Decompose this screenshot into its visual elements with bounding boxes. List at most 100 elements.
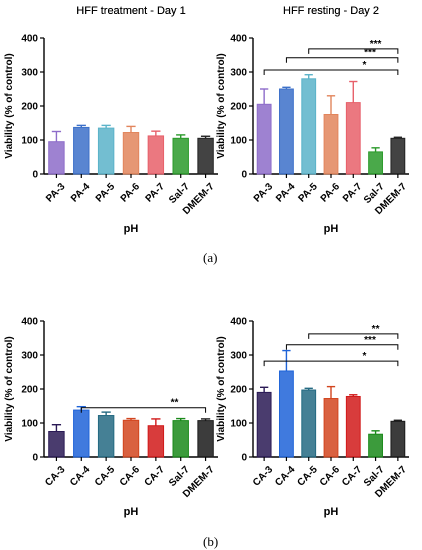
chart-title: HFF treatment - Day 1 (76, 5, 185, 17)
bar-ca-3 (48, 431, 65, 458)
y-tick-label: 100 (230, 136, 247, 147)
significance-bracket (80, 407, 207, 413)
bar-dmem-7 (197, 420, 214, 458)
x-tick-label: CA-6 (318, 464, 343, 489)
y-tick-label: 300 (230, 68, 247, 79)
bar-pa-3 (256, 103, 272, 175)
significance-label: * (362, 351, 366, 362)
y-tick-label: 100 (21, 136, 38, 147)
bar-pa-6 (122, 132, 140, 175)
significance-label: *** (364, 335, 376, 346)
y-axis-label: Viability (% of control) (4, 336, 15, 441)
y-tick-label: 0 (32, 453, 38, 464)
y-tick-label: 400 (21, 34, 38, 45)
y-tick-label: 200 (230, 385, 247, 396)
bar-pa-5 (97, 127, 115, 175)
y-tick-label: 0 (32, 170, 38, 181)
bar-sal-7 (172, 137, 189, 175)
x-tick-label: PA-3 (252, 181, 276, 205)
x-tick-label: PA-6 (319, 181, 343, 205)
significance-label: *** (364, 48, 376, 59)
y-tick-label: 200 (230, 102, 247, 113)
significance-bracket (285, 57, 399, 63)
x-tick-label: CA-5 (93, 464, 118, 489)
chart-panel-3: HFF treatment - Day 1 0 100 200 300 400 Viabil… (4, 5, 218, 518)
y-axis-label: Viability (% of control) (216, 336, 227, 441)
y-tick-label: 300 (230, 351, 247, 362)
bar-pa-6 (323, 114, 339, 175)
y-axis-label: Viability (% of control) (216, 53, 227, 158)
bar-dmem-7 (197, 137, 214, 175)
x-axis-label: pH (324, 223, 339, 235)
x-tick-label: CA-7 (143, 464, 168, 489)
bar-ca-3 (256, 391, 272, 458)
bar-ca-7 (147, 425, 165, 458)
x-tick-label: PA-4 (69, 181, 93, 205)
significance-bracket (263, 360, 399, 367)
significance-bracket (263, 69, 399, 75)
y-tick-label: 200 (21, 102, 38, 113)
y-tick-label: 400 (21, 317, 38, 328)
bar-ca-6 (323, 398, 339, 458)
bar-dmem-7 (390, 137, 406, 175)
y-tick-label: 200 (21, 385, 38, 396)
x-tick-label: PA-7 (341, 181, 365, 205)
x-axis-label: pH (124, 506, 139, 518)
significance-bracket (308, 48, 399, 54)
x-tick-label: PA-5 (94, 181, 118, 205)
x-axis-label: pH (324, 506, 339, 518)
x-tick-label: CA-3 (251, 464, 276, 489)
x-tick-label: CA-7 (340, 464, 365, 489)
y-tick-label: 400 (230, 317, 247, 328)
y-tick-label: 300 (21, 68, 38, 79)
x-tick-label: CA-3 (43, 464, 68, 489)
bar-pa-7 (345, 102, 361, 175)
y-tick-label: 100 (21, 419, 38, 430)
bar-ca-4 (279, 370, 294, 458)
x-tick-label: PA-4 (274, 181, 298, 205)
chart-panel-1: HFF treatment - Day 1 0 100 200 300 400 Viabil… (4, 5, 218, 235)
significance-label: *** (370, 39, 382, 50)
chart-title: HFF treatment - Day 1 (76, 5, 185, 17)
x-tick-label: PA-7 (144, 181, 168, 205)
bar-pa-5 (301, 78, 317, 175)
y-tick-label: 300 (21, 351, 38, 362)
y-tick-label: 0 (241, 453, 247, 464)
chart-title: HFF resting - Day 2 (283, 5, 379, 17)
panel-label-a: (a) (203, 250, 218, 265)
x-axis-label: pH (124, 223, 139, 235)
x-tick-label: CA-4 (273, 464, 298, 489)
y-tick-label: 100 (230, 419, 247, 430)
chart-panel-2: HFF resting - Day 2 0 100 200 300 400Viabilit… (216, 5, 409, 235)
bar-sal-7 (368, 433, 383, 458)
x-tick-label: PA-6 (119, 181, 143, 205)
significance-bracket (308, 333, 399, 339)
x-tick-label: PA-5 (296, 181, 320, 205)
y-tick-label: 0 (241, 170, 247, 181)
bar-ca-6 (122, 419, 140, 458)
x-tick-label: CA-5 (296, 464, 321, 489)
bar-pa-4 (73, 126, 90, 175)
chart-title: HFF resting - Day 2 (283, 5, 379, 17)
bar-pa-4 (279, 88, 294, 175)
bar-ca-4 (73, 409, 90, 458)
x-tick-label: CA-4 (68, 464, 93, 489)
significance-label: ** (372, 324, 380, 335)
bar-sal-7 (172, 420, 189, 458)
significance-bracket (285, 344, 399, 350)
bar-sal-7 (368, 151, 383, 175)
bar-ca-5 (301, 389, 317, 458)
y-tick-label: 400 (230, 34, 247, 45)
panel-label-b: (b) (203, 534, 219, 549)
x-tick-label: PA-3 (44, 181, 68, 205)
significance-label: ** (171, 398, 179, 409)
bar-pa-7 (147, 135, 165, 175)
bar-ca-7 (345, 395, 361, 458)
bar-dmem-7 (390, 420, 406, 458)
x-tick-label: CA-6 (118, 464, 143, 489)
significance-label: * (362, 60, 366, 71)
bar-ca-5 (97, 415, 115, 458)
bar-pa-3 (48, 141, 65, 175)
y-axis-label: Viability (% of control) (4, 53, 15, 158)
